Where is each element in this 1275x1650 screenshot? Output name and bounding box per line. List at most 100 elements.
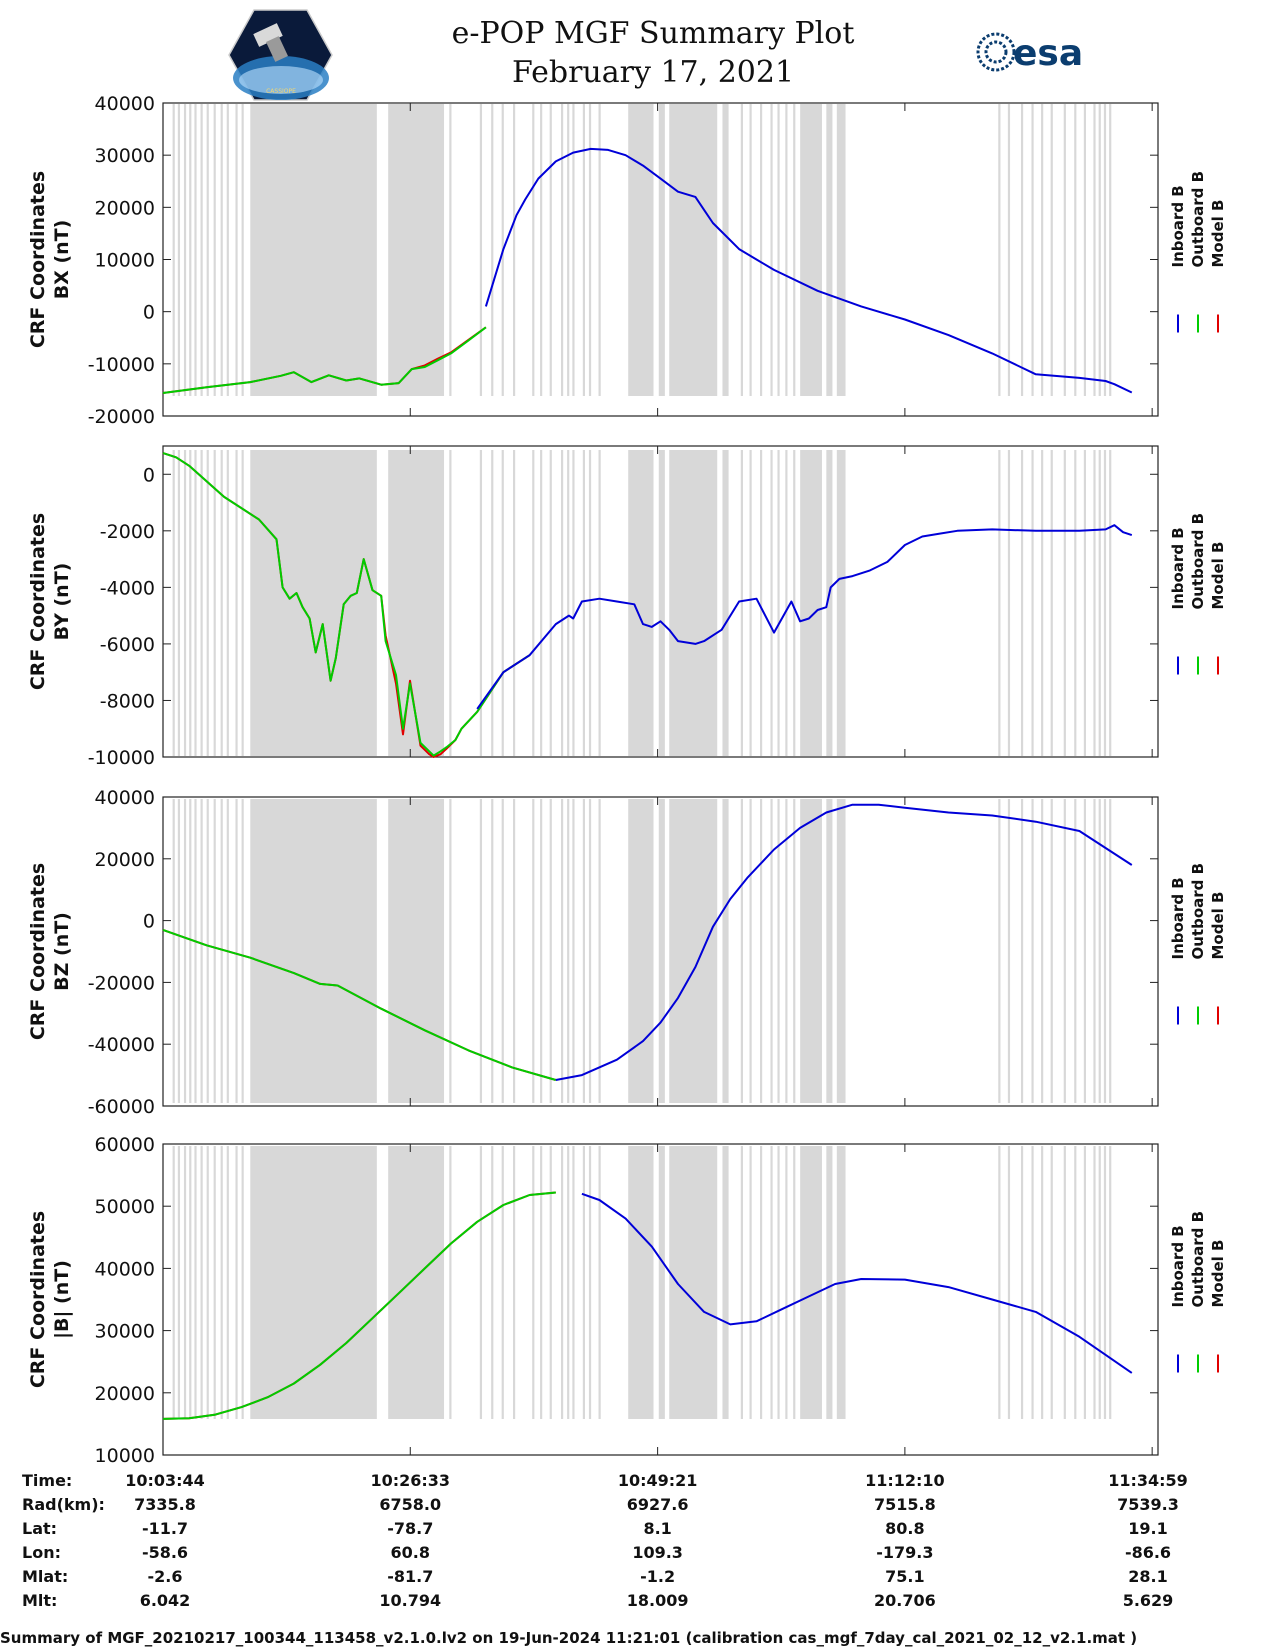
gap-band xyxy=(241,104,244,396)
gap-band xyxy=(582,104,586,396)
table-cell: 18.009 xyxy=(627,1591,689,1610)
gap-band xyxy=(194,104,197,396)
gap-band xyxy=(1098,450,1101,756)
gap-band xyxy=(777,1146,780,1419)
table-cell: 7335.8 xyxy=(134,1495,196,1514)
gap-band xyxy=(836,450,846,756)
gap-band xyxy=(1109,1146,1112,1419)
gap-band xyxy=(826,450,833,756)
gap-band xyxy=(1063,104,1066,396)
gap-band xyxy=(388,450,445,756)
gap-band xyxy=(777,104,780,396)
gap-band xyxy=(206,450,209,756)
gap-band xyxy=(1031,1146,1034,1419)
gap-band xyxy=(658,104,665,396)
gap-band xyxy=(540,104,543,396)
gap-band xyxy=(1007,799,1011,1103)
legend-label: Outboard B xyxy=(1189,1211,1207,1308)
gap-band xyxy=(1041,450,1044,756)
y-tick-label: -40000 xyxy=(88,1034,155,1056)
gap-band xyxy=(501,799,504,1103)
gap-band xyxy=(200,104,203,396)
legend: Inboard B Outboard B Model B xyxy=(1169,1211,1227,1373)
series-line-outboard-b xyxy=(162,452,531,757)
svg-text:esa: esa xyxy=(1013,33,1083,74)
table-cell: 80.8 xyxy=(885,1519,924,1538)
gap-band xyxy=(172,104,175,396)
legend: Inboard B Outboard B Model B xyxy=(1169,863,1227,1025)
gap-band xyxy=(1074,1146,1077,1419)
gap-band xyxy=(628,799,654,1103)
gap-band xyxy=(582,799,586,1103)
gap-band xyxy=(540,450,543,756)
gap-band xyxy=(658,450,665,756)
gap-band xyxy=(793,104,796,396)
cassiope-logo: CASSIOPE xyxy=(228,9,333,101)
gap-band xyxy=(740,1146,743,1419)
gap-band xyxy=(172,1146,175,1419)
y-tick-label: 20000 xyxy=(95,197,155,219)
legend-label: Model B xyxy=(1209,1240,1227,1308)
legend-label: Model B xyxy=(1209,200,1227,268)
gap-band xyxy=(785,450,788,756)
y-tick-label: 0 xyxy=(143,911,155,933)
legend-label: Outboard B xyxy=(1189,513,1207,610)
gap-band xyxy=(532,799,535,1103)
table-cell: 6.042 xyxy=(140,1591,191,1610)
gap-band xyxy=(1050,450,1053,756)
gap-band xyxy=(669,799,718,1103)
table-cell: 7539.3 xyxy=(1117,1495,1179,1514)
table-cell: -11.7 xyxy=(142,1519,188,1538)
gap-band xyxy=(250,104,377,396)
y-tick-label: -10000 xyxy=(88,354,155,376)
gap-band xyxy=(512,450,516,756)
gap-band xyxy=(183,799,187,1103)
gap-band xyxy=(235,104,238,396)
gap-band xyxy=(206,104,209,396)
y-tick-label: 0 xyxy=(143,302,155,324)
gap-band xyxy=(200,450,203,756)
gap-band xyxy=(512,104,516,396)
gap-band xyxy=(722,450,729,756)
gap-band xyxy=(1093,104,1096,396)
gap-band xyxy=(760,104,763,396)
gap-band xyxy=(1074,104,1077,396)
gap-band xyxy=(549,450,552,756)
y-tick-label: -2000 xyxy=(100,521,155,543)
legend-label: Inboard B xyxy=(1169,1225,1187,1307)
gap-band xyxy=(172,799,175,1103)
gap-band xyxy=(567,450,570,756)
y-tick-label: -60000 xyxy=(88,1096,155,1118)
gap-band xyxy=(785,1146,788,1419)
gap-band xyxy=(241,450,244,756)
gap-band xyxy=(561,799,564,1103)
gap-band xyxy=(235,450,238,756)
gap-band xyxy=(1041,104,1044,396)
gap-band xyxy=(1050,799,1053,1103)
gap-band xyxy=(567,104,570,396)
data-gap-bands xyxy=(172,1146,1112,1419)
gap-band xyxy=(388,1146,445,1419)
gap-band xyxy=(567,1146,570,1419)
gap-band xyxy=(582,450,586,756)
y-axis-unit-label: |B| (nT) xyxy=(51,1260,73,1339)
gap-band xyxy=(1063,799,1066,1103)
gap-band xyxy=(1063,1146,1066,1419)
gap-band xyxy=(177,799,181,1103)
gap-band xyxy=(479,799,483,1103)
y-tick-label: 40000 xyxy=(95,93,155,115)
gap-band xyxy=(582,1146,586,1419)
gap-band xyxy=(1103,799,1107,1103)
gap-band xyxy=(512,799,516,1103)
y-tick-label: -20000 xyxy=(88,972,155,994)
gap-band xyxy=(241,799,244,1103)
panel-2: -10000 -8000 -6000 -4000 -2000 0 CRF Coordinat… xyxy=(27,445,1227,769)
gap-band xyxy=(213,450,216,756)
gap-band xyxy=(540,1146,543,1419)
gap-band xyxy=(189,450,192,756)
y-tick-label: 60000 xyxy=(95,1134,155,1156)
gap-band xyxy=(722,1146,729,1419)
table-cell: -58.6 xyxy=(142,1543,188,1562)
legend-label: Outboard B xyxy=(1189,863,1207,960)
gap-band xyxy=(588,799,592,1103)
